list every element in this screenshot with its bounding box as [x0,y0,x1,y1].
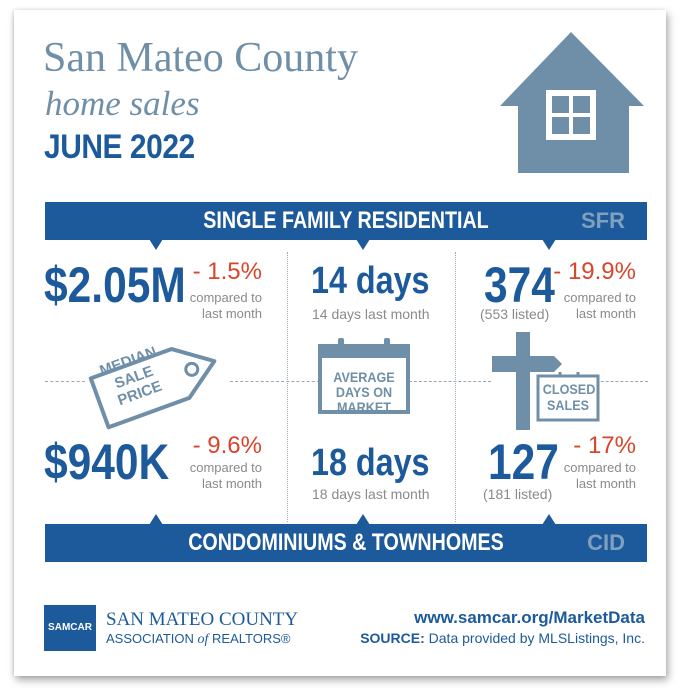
sfr-median-change: - 1.5% [192,258,262,285]
title-month: JUNE 2022 [44,128,195,166]
sfr-banner-pointers [149,239,556,250]
sfr-closed-value: 374 [484,257,555,313]
source-note: SOURCE: Data provided by MLSListings, In… [360,630,645,646]
signpost-icon [492,332,600,430]
calendar-icon [318,338,410,414]
cid-median-change: - 9.6% [192,432,262,459]
column-divider-left [287,252,288,522]
org-word-realtors: REALTORS® [212,631,291,646]
source-label: SOURCE: [360,630,425,646]
sfr-median-compare-1: compared to [189,290,262,305]
sfr-banner: SINGLE FAMILY RESIDENTIAL SFR [45,202,647,240]
source-text: Data provided by MLSListings, Inc. [424,630,645,646]
cid-banner-code: CID [587,530,625,555]
cid-closed-listed: (181 listed) [483,486,553,502]
cid-banner-pointers [149,514,556,525]
sfr-days-value: 14 days [311,260,430,302]
cid-banner-label: CONDOMINIUMS & TOWNHOMES [188,529,504,556]
cid-days-value: 18 days [311,442,430,484]
sfr-banner-code: SFR [581,208,625,233]
market-data-url[interactable]: www.samcar.org/MarketData [414,608,645,627]
sfr-closed-listed: (553 listed) [480,306,550,322]
sfr-days-last-month: 14 days last month [312,306,430,322]
cid-days-last-month: 18 days last month [312,486,430,502]
cid-median-compare-2: last month [202,476,262,491]
sfr-closed-compare-2: last month [576,306,636,321]
cid-closed-value: 127 [488,434,559,490]
sfr-closed-compare-1: compared to [563,290,636,305]
cid-closed-change: - 17% [573,432,636,459]
sfr-median-compare-2: last month [202,306,262,321]
cid-median-compare-1: compared to [189,460,262,475]
cid-closed-compare-1: compared to [563,460,636,475]
title-county: San Mateo County [43,35,358,81]
org-name-line2: ASSOCIATION of REALTORS® [106,631,290,648]
cid-median-value: $940K [44,434,170,490]
row-divider-3 [404,381,491,382]
house-icon [500,32,644,173]
column-divider-right [455,252,456,522]
days-sign-label: AVERAGE DAYS ON MARKET [333,369,395,415]
sfr-median-value: $2.05M [44,257,186,313]
sfr-closed-change: - 19.9% [553,258,636,285]
row-divider-1 [45,381,85,382]
title-subtitle: home sales [45,84,200,123]
org-word-association: ASSOCIATION [106,631,194,646]
cid-closed-compare-2: last month [576,476,636,491]
row-divider-2 [230,381,325,382]
samcar-logo: SAMCAR [44,605,96,651]
sfr-banner-label: SINGLE FAMILY RESIDENTIAL [203,207,489,234]
closed-sign-label: CLOSED SALES [542,381,596,413]
org-word-of: of [197,632,209,647]
price-tag-icon [88,347,217,430]
cid-banner: CONDOMINIUMS & TOWNHOMES CID [45,524,647,562]
org-name-line1: SAN MATEO COUNTY [106,609,299,630]
row-divider-4 [586,381,648,382]
